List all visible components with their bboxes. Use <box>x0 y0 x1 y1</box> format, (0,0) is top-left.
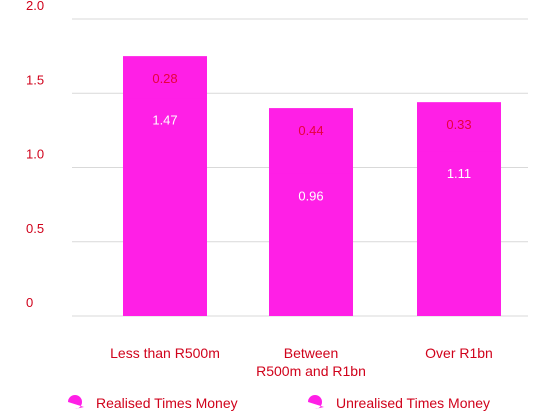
legend-label: Unrealised Times Money <box>336 395 490 411</box>
bar-realised <box>269 173 353 316</box>
data-label-unrealised: 0.28 <box>152 71 177 86</box>
data-labels: 0.28 1.47 0.44 0.96 0.33 1.11 <box>152 71 471 203</box>
y-tick-label: 0 <box>26 295 33 310</box>
x-tick-label: R500m and R1bn <box>256 363 366 379</box>
x-tick-label: Less than R500m <box>110 345 220 361</box>
bar-unrealised <box>123 56 207 99</box>
bar-realised <box>417 151 501 316</box>
data-label-realised: 1.11 <box>447 166 471 181</box>
bars <box>123 56 501 316</box>
data-label-unrealised: 0.33 <box>446 117 471 132</box>
bar-realised <box>123 97 207 316</box>
data-label-realised: 0.96 <box>298 188 323 203</box>
y-tick-label: 1.5 <box>26 72 44 87</box>
bar-unrealised <box>417 102 501 152</box>
y-tick-label: 1.0 <box>26 147 44 162</box>
legend-marker-icon <box>308 395 324 409</box>
bar-unrealised <box>269 108 353 174</box>
data-label-unrealised: 0.44 <box>298 123 323 138</box>
x-axis: Less than R500m Between R500m and R1bn Over… <box>110 345 493 379</box>
legend: Realised Times Money Unrealised Times Mon… <box>68 395 490 411</box>
x-tick-label: Over R1bn <box>425 345 493 361</box>
y-tick-label: 2.0 <box>26 0 44 13</box>
y-tick-label: 0.5 <box>26 221 44 236</box>
y-axis: 0 0.5 1.0 1.5 2.0 <box>26 0 44 310</box>
legend-label: Realised Times Money <box>96 395 238 411</box>
data-label-realised: 1.47 <box>152 113 177 128</box>
x-tick-label: Between <box>284 345 338 361</box>
legend-marker-icon <box>68 395 84 409</box>
